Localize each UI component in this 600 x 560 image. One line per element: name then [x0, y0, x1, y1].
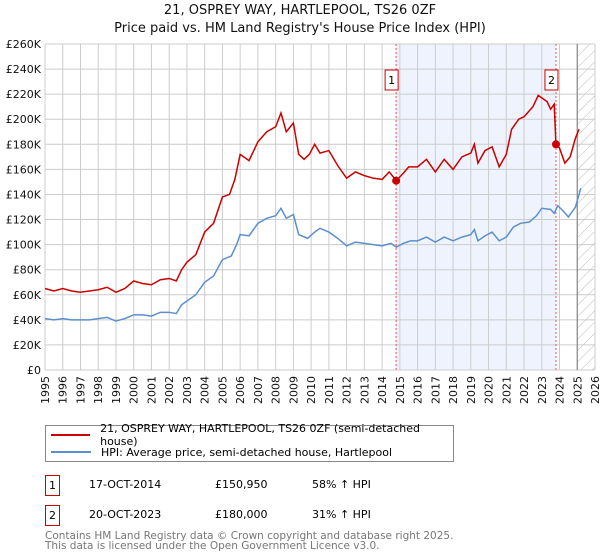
- x-tick-label: 2015: [394, 376, 407, 404]
- x-tick-label: 1997: [74, 376, 87, 404]
- x-tick-label: 2019: [465, 376, 478, 404]
- y-tick-label: £160K: [6, 163, 42, 176]
- y-tick-label: £200K: [6, 113, 42, 126]
- x-tick-label: 2022: [518, 376, 531, 404]
- y-tick-label: £260K: [6, 38, 42, 51]
- legend-item-hpi: HPI: Average price, semi-detached house,…: [46, 444, 392, 460]
- sale-price: £180,000: [215, 508, 268, 521]
- x-tick-label: 2000: [128, 376, 141, 404]
- sale-date: 17-OCT-2014: [89, 478, 162, 491]
- x-tick-label: 2017: [429, 376, 442, 404]
- y-tick-label: £60K: [13, 289, 42, 302]
- sale-hpi-diff: 31% ↑ HPI: [312, 508, 371, 521]
- x-tick-label: 2024: [554, 376, 567, 404]
- x-tick-label: 2009: [287, 376, 300, 404]
- sale-label-box: [384, 69, 399, 91]
- sale-point: [551, 140, 560, 149]
- legend-swatch-blue: [51, 451, 91, 453]
- x-tick-label: 2012: [341, 376, 354, 404]
- chart-subtitle: Price paid vs. HM Land Registry's House …: [114, 21, 486, 36]
- sale-price: £150,950: [215, 478, 268, 491]
- x-tick-label: 2025: [571, 376, 584, 404]
- x-tick-label: 2020: [483, 376, 496, 404]
- legend: 21, OSPREY WAY, HARTLEPOOL, TS26 0ZF (se…: [45, 422, 454, 462]
- x-tick-label: 1999: [110, 376, 123, 404]
- legend-label: 21, OSPREY WAY, HARTLEPOOL, TS26 0ZF (se…: [100, 422, 421, 448]
- sale-hpi-diff: 58% ↑ HPI: [312, 478, 371, 491]
- legend-label: HPI: Average price, semi-detached house,…: [101, 445, 393, 459]
- series-line: [44, 187, 582, 322]
- sale-period-shading: [396, 44, 556, 370]
- chart-title: 21, OSPREY WAY, HARTLEPOOL, TS26 0ZF: [163, 3, 437, 18]
- legend-swatch-red: [51, 434, 91, 436]
- series-line: [44, 94, 580, 294]
- price-chart: 1995 1996 1997 1998 1999 2000 2001 2002 2003 2004…: [6, 38, 600, 404]
- x-tick-label: 2023: [536, 376, 549, 404]
- y-tick-label: £220K: [6, 88, 42, 101]
- footer: Contains HM Land Registry data © Crown c…: [45, 530, 454, 552]
- y-tick-label: £0: [27, 364, 41, 377]
- sale-point: [392, 176, 401, 185]
- x-tick-label: 2005: [216, 376, 229, 404]
- x-tick-label: 2007: [252, 376, 265, 404]
- footer-line-2: This data is licensed under the Open Gov…: [45, 540, 380, 552]
- sale-label-box: [544, 69, 559, 91]
- y-tick-label: £140K: [6, 188, 42, 201]
- x-tick-label: 1998: [92, 376, 105, 404]
- y-tick-label: £240K: [6, 63, 42, 76]
- x-tick-label: 2006: [234, 376, 247, 404]
- x-tick-label: 2001: [145, 376, 158, 404]
- x-tick-label: 2004: [199, 376, 212, 404]
- sale-label: 2: [548, 74, 555, 87]
- y-tick-label: £40K: [13, 314, 42, 327]
- forecast-hatch: [577, 44, 595, 370]
- x-tick-label: 2016: [412, 376, 425, 404]
- x-tick-label: 2002: [163, 376, 176, 404]
- y-tick-label: £180K: [6, 138, 42, 151]
- y-tick-label: £100K: [6, 239, 42, 252]
- x-tick-label: 1995: [39, 376, 52, 404]
- x-tick-label: 2010: [305, 376, 318, 404]
- x-tick-label: 2021: [500, 376, 513, 404]
- x-tick-label: 1996: [57, 376, 70, 404]
- sale-label: 1: [388, 74, 395, 87]
- x-tick-label: 2013: [358, 376, 371, 404]
- y-tick-label: £120K: [6, 214, 42, 227]
- x-tick-label: 2018: [447, 376, 460, 404]
- x-tick-label: 2026: [589, 376, 600, 404]
- sale-date: 20-OCT-2023: [89, 508, 162, 521]
- sale-marker-box: 2: [45, 505, 60, 526]
- x-tick-label: 2003: [181, 376, 194, 404]
- y-tick-label: £80K: [13, 264, 42, 277]
- legend-item-property: 21, OSPREY WAY, HARTLEPOOL, TS26 0ZF (se…: [46, 422, 453, 448]
- y-tick-label: £20K: [13, 339, 42, 352]
- sale-marker-box: 1: [45, 475, 60, 496]
- x-tick-label: 2011: [323, 376, 336, 404]
- footer-line-1: Contains HM Land Registry data © Crown c…: [45, 530, 454, 542]
- x-tick-label: 2008: [270, 376, 283, 404]
- x-tick-label: 2014: [376, 376, 389, 404]
